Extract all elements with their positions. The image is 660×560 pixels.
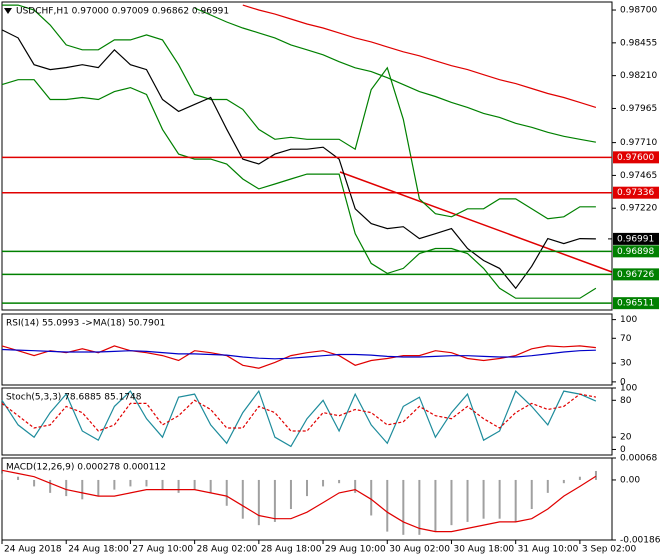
y-tick-label: 0 <box>620 445 626 455</box>
histogram-bar <box>289 479 292 510</box>
y-tick-label: 20 <box>620 433 632 443</box>
current-price-label: 0.96991 <box>617 234 654 244</box>
panel-title: USDCHF,H1 0.97000 0.97009 0.96862 0.9699… <box>16 7 229 17</box>
x-tick-label: 29 Aug 10:00 <box>325 545 386 555</box>
y-tick-label: 0.98455 <box>620 38 657 48</box>
histogram-bar <box>81 479 84 500</box>
series-line <box>2 4 596 220</box>
series-line <box>1 29 596 290</box>
level-label-box <box>613 245 659 258</box>
x-tick-label: 30 Aug 02:00 <box>389 545 450 555</box>
y-tick-label: 30 <box>620 359 632 369</box>
y-tick-label: 100 <box>620 384 637 394</box>
panel-frame <box>1 313 613 386</box>
y-tick-label: 0.00 <box>620 475 640 485</box>
histogram-bar <box>466 479 469 522</box>
histogram-bar <box>418 479 421 535</box>
x-tick-label: 31 Aug 10:00 <box>518 545 579 555</box>
series-line <box>194 7 597 143</box>
histogram-bar <box>193 479 196 490</box>
y-tick-label: 0.97465 <box>620 171 657 181</box>
histogram-bar <box>161 479 164 490</box>
x-tick-label: 30 Aug 18:00 <box>453 545 514 555</box>
histogram-bar <box>225 479 228 506</box>
y-tick-label: 0.97710 <box>620 138 657 148</box>
collapse-icon <box>4 8 12 14</box>
series-line <box>1 348 596 360</box>
level-label-box <box>613 151 659 164</box>
level-label-box <box>613 186 659 199</box>
x-tick-label: 24 Aug 2018 <box>4 545 62 555</box>
y-tick-label: 70 <box>620 334 632 344</box>
histogram-bar <box>514 479 517 522</box>
histogram-bar <box>113 479 116 490</box>
level-label-box <box>613 297 659 310</box>
histogram-bar <box>530 479 533 510</box>
y-tick-label: 0 <box>620 377 626 387</box>
histogram-bar <box>177 479 180 493</box>
histogram-bar <box>1 473 3 480</box>
histogram-bar <box>354 479 357 493</box>
histogram-bar <box>450 479 453 526</box>
histogram-bar <box>322 479 325 487</box>
y-tick-label: 0.97220 <box>620 204 657 214</box>
histogram-bar <box>594 470 597 480</box>
y-tick-label: 0.98700 <box>620 6 657 16</box>
histogram-bar <box>257 479 260 526</box>
histogram-bar <box>562 479 565 484</box>
trendline <box>339 171 613 273</box>
histogram-bar <box>498 479 501 519</box>
histogram-bar <box>370 479 373 516</box>
x-tick-label: 28 Aug 02:00 <box>197 545 258 555</box>
histogram-bar <box>145 479 148 487</box>
histogram-bar <box>338 479 341 484</box>
panel-title: MACD(12,26,9) 0.000278 0.000112 <box>6 463 166 473</box>
histogram-bar <box>402 479 405 535</box>
current-price-box <box>613 232 659 245</box>
series-line <box>1 79 597 299</box>
level-label: 0.97336 <box>617 188 654 198</box>
x-tick-label: 27 Aug 10:00 <box>132 545 193 555</box>
histogram-bar <box>273 479 276 522</box>
histogram-bar <box>97 479 100 497</box>
level-label: 0.96511 <box>617 299 654 309</box>
y-tick-label: 0.97965 <box>620 104 657 114</box>
histogram-bar <box>33 479 36 487</box>
level-label: 0.96898 <box>617 247 654 257</box>
level-label-box <box>613 268 659 281</box>
x-tick-label: 24 Aug 18:00 <box>68 545 129 555</box>
panel-title: Stoch(5,3,3) 78.6885 85.1748 <box>6 393 142 403</box>
level-label: 0.96726 <box>617 270 654 280</box>
panel-frame <box>1 1 613 311</box>
histogram-bar <box>129 479 132 487</box>
panel-frame <box>1 457 613 541</box>
y-tick-label: -0.00186 <box>620 536 660 546</box>
y-tick-label: 100 <box>620 315 637 325</box>
histogram-bar <box>578 476 581 480</box>
y-tick-label: 80 <box>620 396 632 406</box>
y-tick-label: 0.00068 <box>620 454 657 464</box>
x-tick-label: 28 Aug 18:00 <box>261 545 322 555</box>
histogram-bar <box>386 479 389 532</box>
series-line <box>1 393 597 432</box>
histogram-bar <box>241 479 244 519</box>
histogram-bar <box>546 479 549 493</box>
histogram-bar <box>17 476 20 480</box>
x-tick-label: 3 Sep 02:00 <box>582 545 637 555</box>
series-line <box>1 389 597 448</box>
series-line <box>1 469 597 533</box>
panel-frame <box>1 387 613 456</box>
histogram-bar <box>306 479 308 497</box>
histogram-bar <box>434 479 437 532</box>
histogram-bar <box>49 479 52 493</box>
level-label: 0.97600 <box>617 153 654 163</box>
y-tick-label: 0.98210 <box>620 71 657 81</box>
histogram-bar <box>209 479 212 493</box>
panel-title: RSI(14) 55.0993 ->MA(18) 50.7901 <box>6 319 165 329</box>
series-line <box>242 4 597 108</box>
histogram-bar <box>65 479 68 497</box>
histogram-bar <box>482 479 485 519</box>
